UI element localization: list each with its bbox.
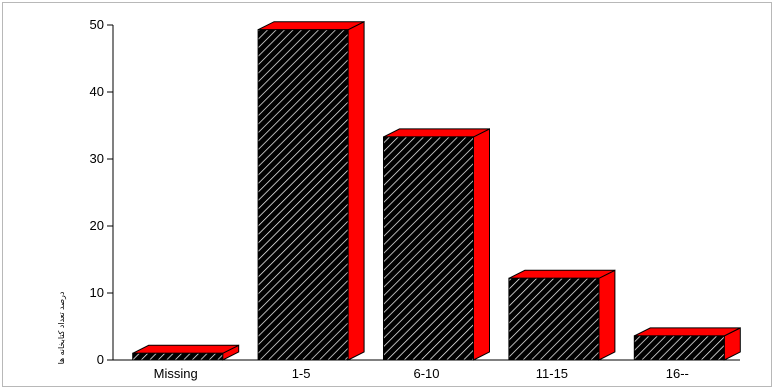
bar-front-face [132,352,224,361]
x-tick-label: Missing [154,366,198,381]
bar-front-face [257,29,349,361]
bar [257,20,365,361]
bar-front-face [383,136,474,361]
x-tick-label: 11-15 [536,366,568,381]
x-tick-label: 6-10 [413,366,439,381]
bar-top-face [132,344,239,354]
x-tick-label: 16-- [666,366,689,381]
chart-frame [2,2,772,387]
bar [383,128,490,361]
bar [132,344,240,361]
bars [132,20,741,361]
bar-front-face [633,335,725,361]
bar-top-face [257,21,365,31]
y-tick-label: 20 [90,218,104,233]
y-tick-label: 0 [97,352,104,367]
bar-front-face [508,277,600,361]
x-tick-label: 1-5 [292,366,311,381]
labels: 0 10 20 30 40 50 Missing 1-5 6-10 11-15 16-- [90,17,689,381]
y-tick-label: 50 [90,17,104,32]
y-axis-label: درصد تعداد کتابخانه ها [57,291,66,364]
bar-top-face [634,327,741,337]
bar-top-face [383,128,490,138]
y-tick-label: 10 [90,285,104,300]
y-tick-label: 40 [90,84,104,99]
bar [633,327,741,361]
bar-side-face [347,20,365,361]
bar-side-face [598,269,616,361]
bar-top-face [508,269,616,279]
y-tick-label: 30 [90,151,104,166]
bar [508,269,616,361]
bar-side-face [473,128,490,361]
